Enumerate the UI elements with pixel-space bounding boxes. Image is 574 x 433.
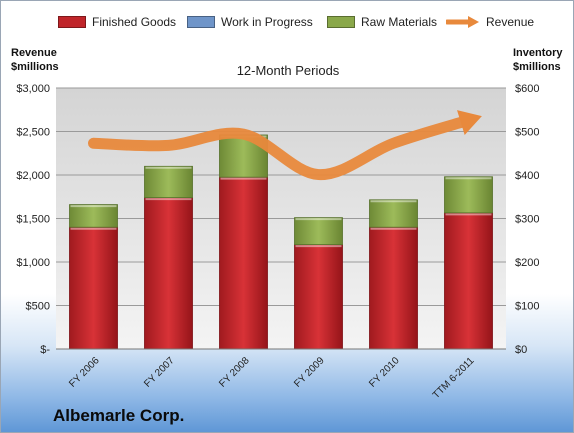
right-tick-label: $600 bbox=[515, 83, 539, 95]
bar-finished-goods bbox=[69, 226, 118, 350]
bar-finished-goods bbox=[219, 176, 268, 350]
category-label: TTM 6-2011 bbox=[431, 355, 477, 401]
legend-swatch-work-in-progress bbox=[187, 16, 215, 28]
legend-finished-goods: Finished Goods bbox=[58, 11, 176, 33]
left-tick-label: $500 bbox=[26, 301, 50, 313]
legend-label-finished-goods: Finished Goods bbox=[92, 15, 177, 29]
legend-work-in-progress: Work in Progress bbox=[187, 11, 313, 33]
category-label: FY 2008 bbox=[217, 355, 252, 390]
legend-swatch-finished-goods bbox=[58, 16, 86, 28]
category-label: FY 2006 bbox=[67, 355, 102, 390]
chart-subtitle: 12-Month Periods bbox=[236, 63, 340, 78]
right-axis-title: Inventory $millions bbox=[513, 46, 563, 74]
right-axis-title-line1: Inventory bbox=[513, 47, 563, 59]
left-tick-label: $1,500 bbox=[16, 214, 50, 226]
legend-swatch-raw-materials bbox=[327, 16, 355, 28]
right-tick-label: $400 bbox=[515, 170, 539, 182]
legend-raw-materials: Raw Materials bbox=[327, 11, 437, 33]
right-tick-label: $500 bbox=[515, 127, 539, 139]
bar-raw-materials bbox=[69, 204, 118, 228]
left-tick-label: $- bbox=[40, 344, 50, 356]
bar-raw-materials bbox=[144, 165, 193, 199]
category-label: FY 2010 bbox=[367, 355, 402, 390]
left-axis-title-line1: Revenue bbox=[11, 47, 57, 59]
revenue-line bbox=[88, 114, 474, 181]
bar-finished-goods bbox=[369, 226, 418, 350]
company-name: Albemarle Corp. bbox=[53, 406, 185, 425]
bar-finished-goods bbox=[144, 197, 193, 350]
left-tick-label: $1,000 bbox=[16, 257, 50, 269]
left-tick-label: $2,000 bbox=[16, 170, 50, 182]
left-tick-label: $2,500 bbox=[16, 127, 50, 139]
right-tick-label: $0 bbox=[515, 344, 527, 356]
left-axis-title: Revenue $millions bbox=[11, 46, 59, 74]
category-label: FY 2009 bbox=[292, 355, 327, 390]
bar-raw-materials bbox=[294, 217, 343, 246]
legend-arrow-revenue bbox=[446, 16, 479, 28]
legend-revenue: Revenue bbox=[446, 11, 534, 33]
right-tick-label: $100 bbox=[515, 301, 539, 313]
bar-raw-materials bbox=[369, 199, 418, 228]
bar-finished-goods bbox=[444, 212, 493, 350]
right-axis-title-line2: $millions bbox=[513, 61, 561, 73]
legend-label-raw-materials: Raw Materials bbox=[361, 15, 438, 29]
bar-raw-materials bbox=[444, 176, 493, 214]
category-label: FY 2007 bbox=[142, 355, 177, 390]
bar-finished-goods bbox=[294, 244, 343, 350]
left-axis-title-line2: $millions bbox=[11, 61, 59, 73]
right-tick-label: $300 bbox=[515, 214, 539, 226]
right-tick-label: $200 bbox=[515, 257, 539, 269]
legend-label-work-in-progress: Work in Progress bbox=[221, 15, 313, 29]
legend-label-revenue: Revenue bbox=[486, 15, 535, 29]
revenue-arrowhead bbox=[457, 110, 482, 135]
left-tick-label: $3,000 bbox=[16, 83, 50, 95]
legend: Finished Goods Work in Progress Raw Mate… bbox=[1, 11, 573, 33]
